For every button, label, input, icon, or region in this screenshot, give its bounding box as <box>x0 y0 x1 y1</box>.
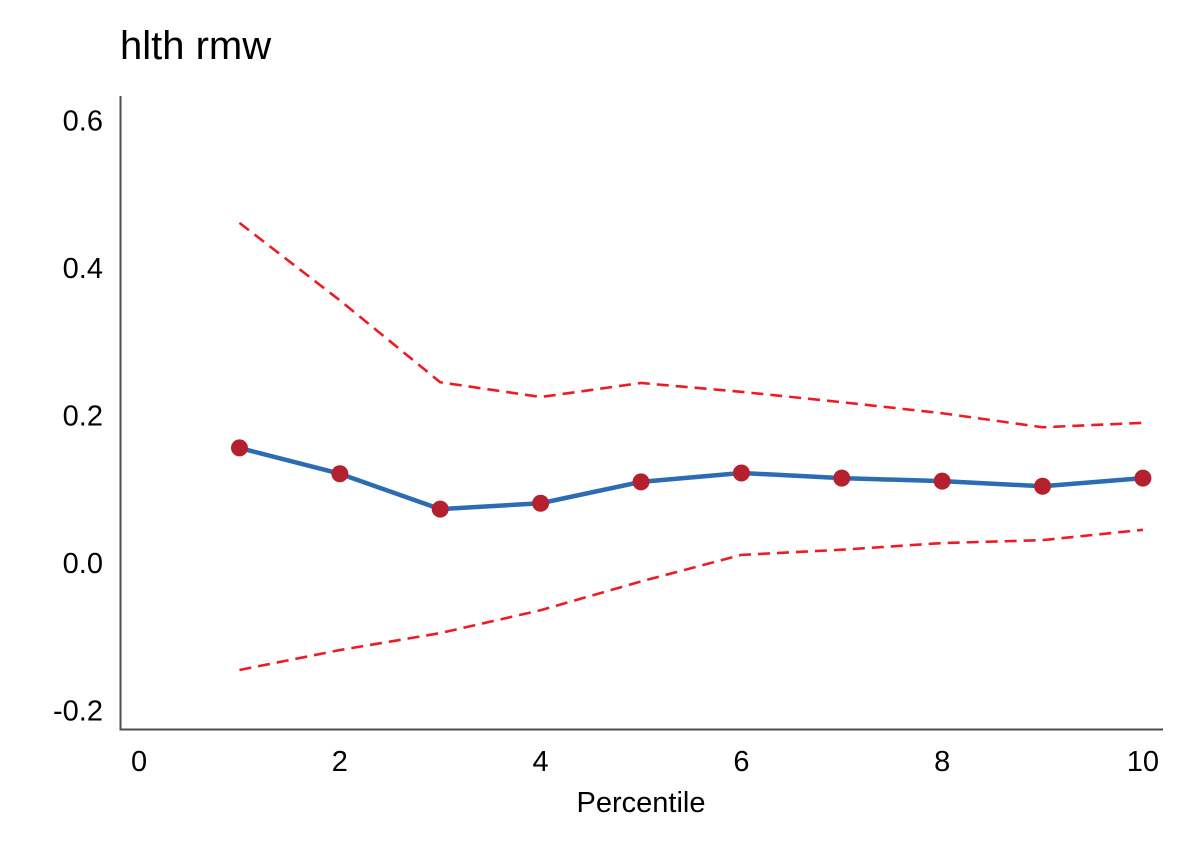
estimate-marker <box>632 473 650 491</box>
x-tick-label: 2 <box>332 746 348 778</box>
estimate-marker <box>933 472 951 490</box>
y-tick-label: 0.2 <box>63 400 103 432</box>
estimate-marker <box>230 439 248 457</box>
y-tick-label: 0.4 <box>63 253 103 285</box>
y-tick-label: -0.2 <box>53 696 103 728</box>
estimate-marker <box>1134 469 1152 487</box>
estimate-marker <box>833 469 851 487</box>
x-axis-title: Percentile <box>576 787 706 819</box>
x-tick-label: 6 <box>733 746 749 778</box>
x-tick-label: 8 <box>934 746 950 778</box>
upper-confidence-bound-line <box>238 221 1143 429</box>
y-tick-label: 0.6 <box>63 105 103 137</box>
estimate-marker <box>331 465 349 483</box>
estimate-marker <box>1034 477 1052 495</box>
chart-title: hlth rmw <box>120 24 272 68</box>
estimate-marker <box>532 494 550 512</box>
x-tick-label: 10 <box>1127 746 1159 778</box>
point-estimate-line <box>238 445 1144 512</box>
estimate-marker <box>431 500 449 518</box>
x-tick-label: 4 <box>533 746 549 778</box>
y-tick-label: 0.0 <box>63 548 103 580</box>
x-tick-label: 0 <box>131 746 147 778</box>
lower-confidence-bound-line <box>239 528 1144 672</box>
estimate-marker <box>732 464 750 482</box>
